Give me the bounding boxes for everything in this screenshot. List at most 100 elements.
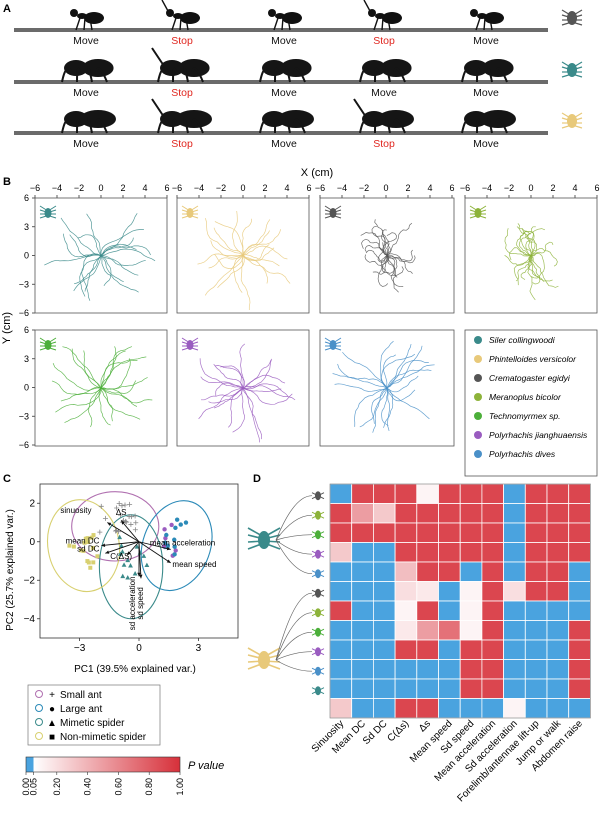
heatmap-cell bbox=[459, 581, 483, 602]
species-icon-body bbox=[44, 208, 52, 218]
heatmap-cell bbox=[524, 678, 548, 699]
leg bbox=[172, 67, 177, 83]
pca-point bbox=[120, 549, 125, 554]
species-icon-leg bbox=[181, 215, 191, 219]
heatmap-cell bbox=[351, 503, 374, 524]
heatmap-cell bbox=[351, 483, 374, 504]
leg bbox=[61, 67, 73, 83]
trajectory-path bbox=[64, 387, 102, 423]
legend-species-icon bbox=[474, 374, 482, 382]
heatmap-cell bbox=[372, 522, 396, 543]
group-ellipse bbox=[47, 499, 121, 593]
trajectory-path bbox=[73, 255, 102, 292]
row-species-icon-legs bbox=[311, 687, 325, 695]
leg bbox=[61, 118, 73, 134]
icon-leg bbox=[561, 9, 573, 17]
ant-thorax bbox=[77, 13, 87, 19]
legend-species-icon bbox=[474, 412, 482, 420]
trajectory-path bbox=[100, 359, 138, 388]
vector-arrowhead bbox=[166, 546, 171, 551]
heatmap-cell bbox=[503, 483, 526, 504]
heatmap-cell bbox=[459, 620, 483, 641]
leg bbox=[259, 67, 271, 83]
heatmap-cell bbox=[568, 522, 591, 543]
legend-group-name: Small ant bbox=[60, 690, 102, 701]
heatmap-cell bbox=[524, 503, 548, 524]
pca-point bbox=[132, 513, 138, 519]
pca-point bbox=[95, 554, 100, 559]
loading-vector-label: sinuosity bbox=[60, 506, 91, 515]
pca-point bbox=[125, 575, 131, 580]
leg bbox=[191, 118, 204, 134]
leg bbox=[293, 118, 306, 134]
heatmap-cell bbox=[568, 581, 591, 602]
x-tick-label: −6 bbox=[460, 183, 470, 193]
vector-arrowhead bbox=[101, 543, 106, 547]
raised-foreleg bbox=[151, 47, 165, 67]
trajectory-path bbox=[79, 253, 102, 297]
animal-silhouette bbox=[470, 9, 504, 31]
heatmap-cell bbox=[568, 542, 591, 563]
pca-point bbox=[114, 527, 120, 533]
heatmap-cell bbox=[416, 620, 439, 641]
comparison-arc bbox=[275, 514, 313, 541]
y-tick-label: 2 bbox=[29, 498, 35, 509]
heatmap-cell bbox=[481, 503, 504, 524]
legend-species-icon bbox=[474, 355, 482, 363]
pca-x-axis-title: PC1 (39.5% explained var.) bbox=[74, 664, 196, 675]
pca-point bbox=[71, 544, 76, 549]
heatmap-cell bbox=[329, 659, 353, 680]
heatmap-cell bbox=[329, 522, 353, 543]
pca-point bbox=[88, 565, 93, 570]
legend-species-name: Technomyrmex sp. bbox=[489, 411, 561, 421]
heatmap-cell bbox=[568, 483, 591, 504]
pca-point bbox=[173, 548, 178, 553]
heatmap-cell bbox=[438, 620, 461, 641]
trajectory-path bbox=[371, 225, 388, 256]
pca-point bbox=[120, 573, 126, 579]
species-icon-leg bbox=[39, 209, 49, 213]
leg bbox=[95, 67, 108, 83]
spider-leg bbox=[247, 527, 265, 538]
heatmap-column-label: Sd DC bbox=[361, 718, 390, 747]
species-icon-leg bbox=[39, 205, 49, 212]
pca-point bbox=[117, 551, 123, 556]
row-species-icon-legs bbox=[311, 492, 325, 500]
species-icon-leg bbox=[189, 347, 199, 351]
leg bbox=[393, 67, 406, 83]
leg bbox=[495, 118, 508, 134]
leg bbox=[87, 67, 93, 83]
spider-cephalothorax bbox=[464, 111, 488, 127]
heatmap-cell bbox=[329, 678, 353, 699]
trajectory-path bbox=[100, 255, 124, 283]
trajectory-path bbox=[71, 348, 102, 389]
raised-foreleg bbox=[151, 98, 165, 118]
heatmap-cell bbox=[394, 542, 418, 563]
trajectory-path bbox=[232, 210, 244, 256]
y-tick-label: 0 bbox=[24, 383, 29, 393]
trajectory-path bbox=[519, 231, 532, 256]
trajectory-path bbox=[386, 364, 435, 389]
heatmap-cell bbox=[481, 698, 504, 719]
pca-point bbox=[98, 503, 104, 509]
vector-arrowhead bbox=[121, 520, 125, 525]
move-label: Move bbox=[473, 35, 499, 47]
comparison-arc bbox=[275, 651, 313, 661]
spider-cephalothorax bbox=[464, 60, 488, 76]
heatmap-cell bbox=[416, 561, 439, 582]
heatmap-cell bbox=[438, 678, 461, 699]
spider-leg bbox=[247, 660, 265, 663]
leg bbox=[76, 67, 81, 83]
spider-body bbox=[258, 651, 270, 669]
trajectory-path bbox=[242, 359, 272, 389]
species-icon-leg bbox=[189, 215, 199, 219]
pca-point bbox=[127, 501, 133, 507]
legend-point-marker: ■ bbox=[49, 732, 55, 743]
trajectory-path bbox=[242, 383, 289, 397]
leg bbox=[76, 118, 81, 134]
heatmap-cell bbox=[372, 620, 396, 641]
species-icon-leg bbox=[47, 341, 57, 345]
trajectory-path bbox=[360, 232, 388, 256]
trajectory-path bbox=[52, 363, 101, 391]
species-icon-leg bbox=[469, 205, 479, 212]
